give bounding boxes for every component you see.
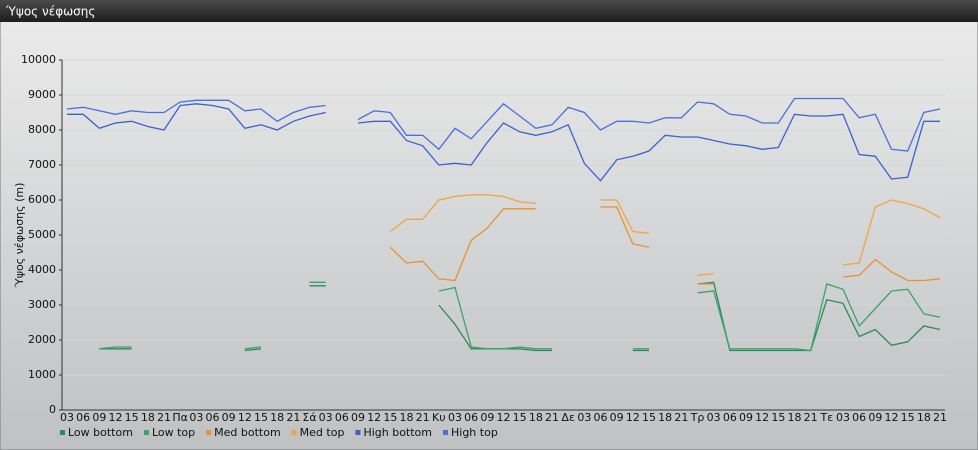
x-tick-label: Κυ <box>432 411 446 424</box>
x-tick-label: 12 <box>109 411 123 424</box>
y-tick-label: 3000 <box>28 298 56 311</box>
legend-swatch <box>355 430 361 435</box>
x-tick-label: Δε <box>561 411 575 424</box>
legend-label: Med top <box>300 426 345 439</box>
x-tick-label: Πα <box>172 411 188 424</box>
x-tick-label: 03 <box>448 411 462 424</box>
x-tick-label: 18 <box>400 411 414 424</box>
legend-label: Low bottom <box>68 426 133 439</box>
x-tick-label: 21 <box>286 411 300 424</box>
y-tick-label: 10000 <box>21 53 56 66</box>
y-tick-label: 4000 <box>28 263 56 276</box>
x-tick-label: 21 <box>157 411 171 424</box>
legend-label: Low top <box>152 426 195 439</box>
x-tick-label: 06 <box>76 411 90 424</box>
x-tick-label: 09 <box>351 411 365 424</box>
x-tick-label: 15 <box>642 411 656 424</box>
x-tick-label: 03 <box>319 411 333 424</box>
x-tick-label: 21 <box>416 411 430 424</box>
legend-swatch <box>443 430 448 435</box>
x-tick-label: Τρ <box>690 411 705 424</box>
series-line <box>389 194 941 276</box>
y-tick-label: 7000 <box>28 158 56 171</box>
series-line <box>66 97 941 152</box>
x-tick-label: 06 <box>206 411 220 424</box>
panel-header <box>0 0 978 22</box>
x-tick-label: 03 <box>707 411 721 424</box>
x-tick-label: 12 <box>238 411 252 424</box>
x-tick-label: 15 <box>771 411 785 424</box>
x-tick-label: 15 <box>125 411 139 424</box>
x-tick-label: 09 <box>222 411 236 424</box>
panel-title: Ύψος νέφωσης <box>5 5 95 19</box>
x-tick-label: 03 <box>836 411 850 424</box>
x-tick-label: 06 <box>594 411 608 424</box>
x-tick-label: 03 <box>577 411 591 424</box>
legend-swatch <box>206 430 212 435</box>
x-tick-label: 06 <box>335 411 349 424</box>
x-tick-label: 09 <box>610 411 624 424</box>
x-tick-label: 03 <box>189 411 203 424</box>
x-tick-label: 15 <box>901 411 915 424</box>
x-tick-label: 18 <box>788 411 802 424</box>
x-tick-label: 18 <box>270 411 284 424</box>
y-tick-label: 0 <box>49 403 56 416</box>
x-tick-label: 18 <box>529 411 543 424</box>
x-tick-label: 06 <box>852 411 866 424</box>
x-tick-label: 15 <box>513 411 527 424</box>
x-tick-label: 21 <box>674 411 688 424</box>
x-tick-label: 21 <box>933 411 947 424</box>
y-tick-label: 2000 <box>28 333 56 346</box>
x-tick-label: 18 <box>917 411 931 424</box>
x-tick-label: 09 <box>92 411 106 424</box>
x-tick-label: Σά <box>302 411 316 424</box>
legend-swatch <box>143 430 149 435</box>
y-tick-label: 1000 <box>28 368 56 381</box>
legend-swatch <box>291 430 297 435</box>
x-tick-label: 18 <box>658 411 672 424</box>
x-tick-label: 03 <box>60 411 74 424</box>
x-tick-label: 15 <box>254 411 268 424</box>
series-line <box>389 206 941 285</box>
series-line <box>67 103 940 182</box>
x-tick-label: 06 <box>723 411 737 424</box>
y-tick-label: 8000 <box>28 123 56 136</box>
legend-label: Med bottom <box>214 426 281 439</box>
x-tick-label: 21 <box>804 411 818 424</box>
x-tick-label: Τε <box>819 411 833 424</box>
x-tick-label: 18 <box>141 411 155 424</box>
y-tick-label: 9000 <box>28 88 56 101</box>
x-tick-label: 21 <box>545 411 559 424</box>
legend-label: High top <box>451 426 498 439</box>
x-tick-label: 12 <box>755 411 769 424</box>
x-tick-label: 12 <box>497 411 511 424</box>
y-tick-label: 5000 <box>28 228 56 241</box>
x-tick-label: 12 <box>626 411 640 424</box>
y-axis-label: Ύψος νέφωσης (m) <box>13 183 26 289</box>
x-tick-label: 06 <box>464 411 478 424</box>
x-tick-label: 15 <box>383 411 397 424</box>
legend-label: High bottom <box>363 426 432 439</box>
series-line <box>99 281 941 352</box>
x-tick-label: 12 <box>885 411 899 424</box>
x-tick-label: 12 <box>367 411 381 424</box>
legend-swatch <box>60 430 65 435</box>
y-tick-label: 6000 <box>28 193 56 206</box>
x-tick-label: 09 <box>868 411 882 424</box>
x-tick-label: 09 <box>480 411 494 424</box>
x-tick-label: 09 <box>739 411 753 424</box>
